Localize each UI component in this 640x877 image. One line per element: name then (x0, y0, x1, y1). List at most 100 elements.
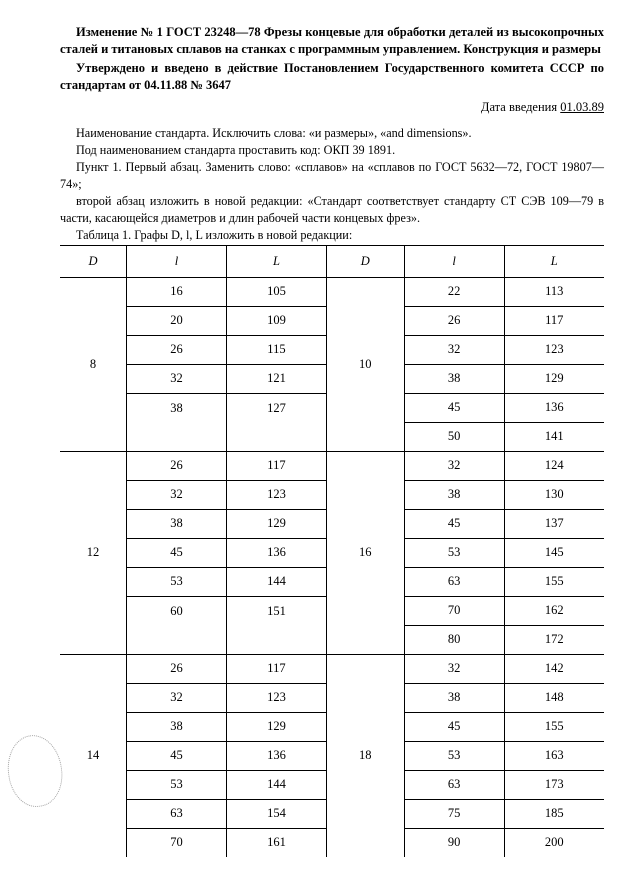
cell-l: 26 (127, 654, 227, 683)
heading-block: Изменение № 1 ГОСТ 23248—78 Фрезы концев… (60, 24, 604, 94)
col-header: l (127, 245, 227, 277)
cell-l: 32 (127, 683, 227, 712)
cell-L: 172 (504, 625, 604, 654)
cell-l: 22 (404, 277, 504, 306)
cell-l: 32 (404, 654, 504, 683)
cell-L: 144 (227, 567, 327, 596)
cell-L: 121 (227, 364, 327, 393)
cell-L: 145 (504, 538, 604, 567)
cell-L: 109 (227, 306, 327, 335)
effective-date: Дата введения 01.03.89 (60, 100, 604, 115)
cell-L: 117 (227, 451, 327, 480)
cell-l: 26 (404, 306, 504, 335)
para-3: Пункт 1. Первый абзац. Заменить слово: «… (60, 159, 604, 192)
cell-L: 129 (227, 712, 327, 741)
cell-L: 136 (227, 538, 327, 567)
cell-L: 155 (504, 712, 604, 741)
cell-l: 38 (404, 364, 504, 393)
cell-L: 148 (504, 683, 604, 712)
cell-l: 45 (404, 712, 504, 741)
cell-D-right: 16 (326, 451, 404, 654)
cell-L: 151 (227, 596, 327, 625)
date-value: 01.03.89 (560, 100, 604, 114)
cell-l (127, 625, 227, 654)
cell-L: 137 (504, 509, 604, 538)
cell-L: 127 (227, 393, 327, 422)
cell-l: 16 (127, 277, 227, 306)
cell-l: 60 (127, 596, 227, 625)
cell-l: 63 (127, 799, 227, 828)
cell-L: 129 (504, 364, 604, 393)
cell-D-left: 8 (60, 277, 127, 451)
para-1: Наименование стандарта. Исключить слова:… (60, 125, 604, 141)
cell-D-left: 12 (60, 451, 127, 654)
para-2: Под наименованием стандарта проставить к… (60, 142, 604, 158)
cell-L: 130 (504, 480, 604, 509)
cell-l: 38 (127, 712, 227, 741)
dimensions-table: DlLDlL 816105102211320109261172611532123… (60, 245, 604, 857)
col-header: l (404, 245, 504, 277)
cell-l: 38 (404, 480, 504, 509)
cell-l: 38 (404, 683, 504, 712)
cell-L (227, 625, 327, 654)
cell-l (127, 422, 227, 451)
cell-l: 45 (404, 393, 504, 422)
cell-L: 142 (504, 654, 604, 683)
cell-l: 53 (127, 770, 227, 799)
cell-l: 50 (404, 422, 504, 451)
cell-l: 32 (404, 451, 504, 480)
cell-L: 155 (504, 567, 604, 596)
cell-l: 63 (404, 770, 504, 799)
table-row: 12261171632124 (60, 451, 604, 480)
cell-L: 141 (504, 422, 604, 451)
table-row: 8161051022113 (60, 277, 604, 306)
cell-l: 63 (404, 567, 504, 596)
cell-L: 200 (504, 828, 604, 857)
cell-l: 45 (127, 538, 227, 567)
cell-L: 162 (504, 596, 604, 625)
cell-l: 45 (404, 509, 504, 538)
cell-L: 113 (504, 277, 604, 306)
cell-L: 144 (227, 770, 327, 799)
cell-L: 161 (227, 828, 327, 857)
cell-l: 53 (404, 741, 504, 770)
cell-D-left: 14 (60, 654, 127, 857)
cell-L: 115 (227, 335, 327, 364)
cell-l: 38 (127, 509, 227, 538)
cell-L: 117 (504, 306, 604, 335)
cell-l: 32 (127, 364, 227, 393)
cell-l: 53 (404, 538, 504, 567)
cell-L: 123 (227, 480, 327, 509)
cell-L: 185 (504, 799, 604, 828)
cell-l: 38 (127, 393, 227, 422)
table-caption: Таблица 1. Графы D, l, L изложить в ново… (60, 227, 604, 243)
body-text: Наименование стандарта. Исключить слова:… (60, 125, 604, 244)
cell-L: 173 (504, 770, 604, 799)
date-label: Дата введения (481, 100, 557, 114)
stamp-icon (3, 731, 66, 810)
cell-l: 53 (127, 567, 227, 596)
para-4: второй абзац изложить в новой редакции: … (60, 193, 604, 226)
table-body: 8161051022113201092611726115321233212138… (60, 277, 604, 857)
table-header-row: DlLDlL (60, 245, 604, 277)
heading-approval: Утверждено и введено в действие Постанов… (60, 60, 604, 94)
cell-L: 129 (227, 509, 327, 538)
cell-L: 136 (227, 741, 327, 770)
document-page: Изменение № 1 ГОСТ 23248—78 Фрезы концев… (0, 0, 640, 877)
cell-l: 70 (404, 596, 504, 625)
col-header: L (227, 245, 327, 277)
cell-l: 90 (404, 828, 504, 857)
cell-l: 26 (127, 335, 227, 364)
cell-l: 80 (404, 625, 504, 654)
cell-D-right: 18 (326, 654, 404, 857)
col-header: D (326, 245, 404, 277)
cell-L: 124 (504, 451, 604, 480)
cell-L: 123 (227, 683, 327, 712)
table-row: 14261171832142 (60, 654, 604, 683)
cell-l: 32 (127, 480, 227, 509)
cell-L: 123 (504, 335, 604, 364)
cell-l: 32 (404, 335, 504, 364)
cell-L (227, 422, 327, 451)
cell-L: 154 (227, 799, 327, 828)
cell-l: 26 (127, 451, 227, 480)
